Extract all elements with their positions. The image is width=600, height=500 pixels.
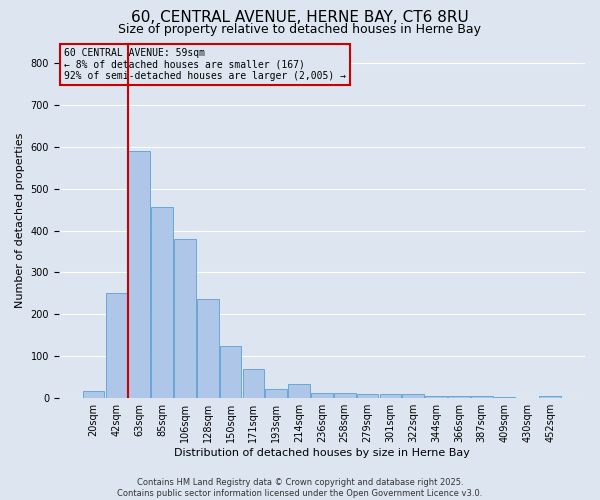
Bar xyxy=(265,388,287,398)
Bar xyxy=(151,206,173,398)
Bar xyxy=(448,396,470,398)
Bar xyxy=(106,293,127,398)
Bar xyxy=(128,151,150,398)
Text: Size of property relative to detached houses in Herne Bay: Size of property relative to detached ho… xyxy=(119,22,482,36)
Bar xyxy=(220,346,241,398)
Text: Contains HM Land Registry data © Crown copyright and database right 2025.
Contai: Contains HM Land Registry data © Crown c… xyxy=(118,478,482,498)
Bar xyxy=(174,239,196,398)
Y-axis label: Number of detached properties: Number of detached properties xyxy=(15,132,25,308)
Bar xyxy=(242,370,264,398)
Bar xyxy=(425,396,447,398)
Bar xyxy=(83,390,104,398)
Bar xyxy=(197,298,218,398)
Text: 60, CENTRAL AVENUE, HERNE BAY, CT6 8RU: 60, CENTRAL AVENUE, HERNE BAY, CT6 8RU xyxy=(131,10,469,25)
X-axis label: Distribution of detached houses by size in Herne Bay: Distribution of detached houses by size … xyxy=(174,448,470,458)
Bar xyxy=(494,397,515,398)
Bar xyxy=(539,396,561,398)
Bar xyxy=(403,394,424,398)
Bar xyxy=(311,392,333,398)
Bar xyxy=(471,396,493,398)
Bar xyxy=(334,392,356,398)
Text: 60 CENTRAL AVENUE: 59sqm
← 8% of detached houses are smaller (167)
92% of semi-d: 60 CENTRAL AVENUE: 59sqm ← 8% of detache… xyxy=(64,48,346,81)
Bar xyxy=(357,394,379,398)
Bar xyxy=(380,394,401,398)
Bar xyxy=(288,384,310,398)
